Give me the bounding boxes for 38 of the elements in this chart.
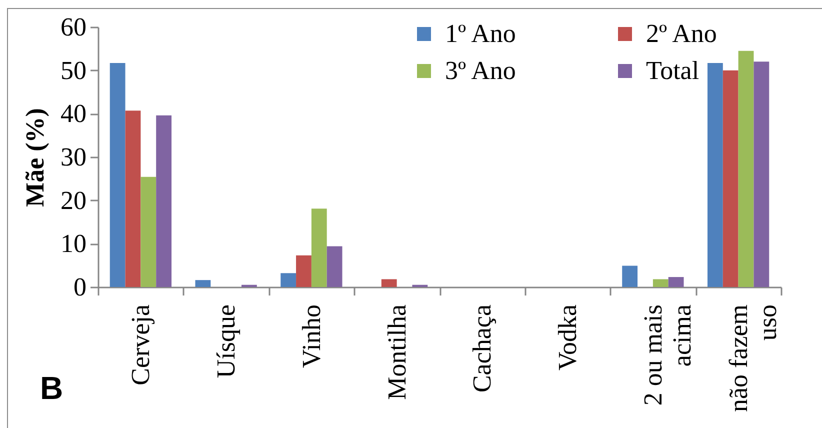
text: B [40, 370, 64, 406]
x-tick-label: 2 ou mais acima [638, 304, 696, 406]
bar [381, 279, 397, 287]
x-tick-label: Cerveja [126, 304, 156, 386]
y-tick-label: 20 [60, 186, 86, 215]
x-tick-label: Vodka [553, 304, 582, 370]
bar [140, 176, 156, 287]
y-tick-label: 30 [60, 142, 86, 172]
bar [722, 70, 738, 287]
legend-label: 3º Ano [445, 56, 516, 85]
legend-label: Total [646, 56, 700, 85]
bar [668, 277, 684, 287]
bar [754, 62, 770, 287]
bar [622, 266, 638, 287]
bar [156, 115, 172, 287]
y-tick-label: 0 [74, 272, 86, 302]
bar [195, 280, 211, 287]
y-tick-label: 10 [60, 229, 86, 258]
bar [652, 279, 668, 287]
x-tick-label: Uísque [212, 304, 241, 378]
y-axis-title: Mãe (%) [20, 108, 50, 207]
bar [296, 255, 312, 287]
legend-label: 2º Ano [646, 19, 717, 48]
y-tick-label: 60 [60, 12, 86, 42]
x-tick-label: Cachaça [468, 304, 497, 393]
bar [125, 110, 141, 287]
legend-label: 1º Ano [445, 19, 516, 48]
bar [311, 208, 327, 287]
x-tick-label: não fazem uso [724, 304, 782, 412]
bar [326, 246, 342, 287]
x-tick-label: Montilha [382, 304, 412, 400]
y-tick-label: 40 [60, 99, 86, 128]
bar [738, 50, 754, 287]
x-tick-label: Vinho [296, 304, 326, 368]
y-tick-label: 50 [60, 56, 86, 85]
bar [280, 273, 296, 287]
bar [707, 62, 723, 287]
bar [110, 62, 126, 287]
